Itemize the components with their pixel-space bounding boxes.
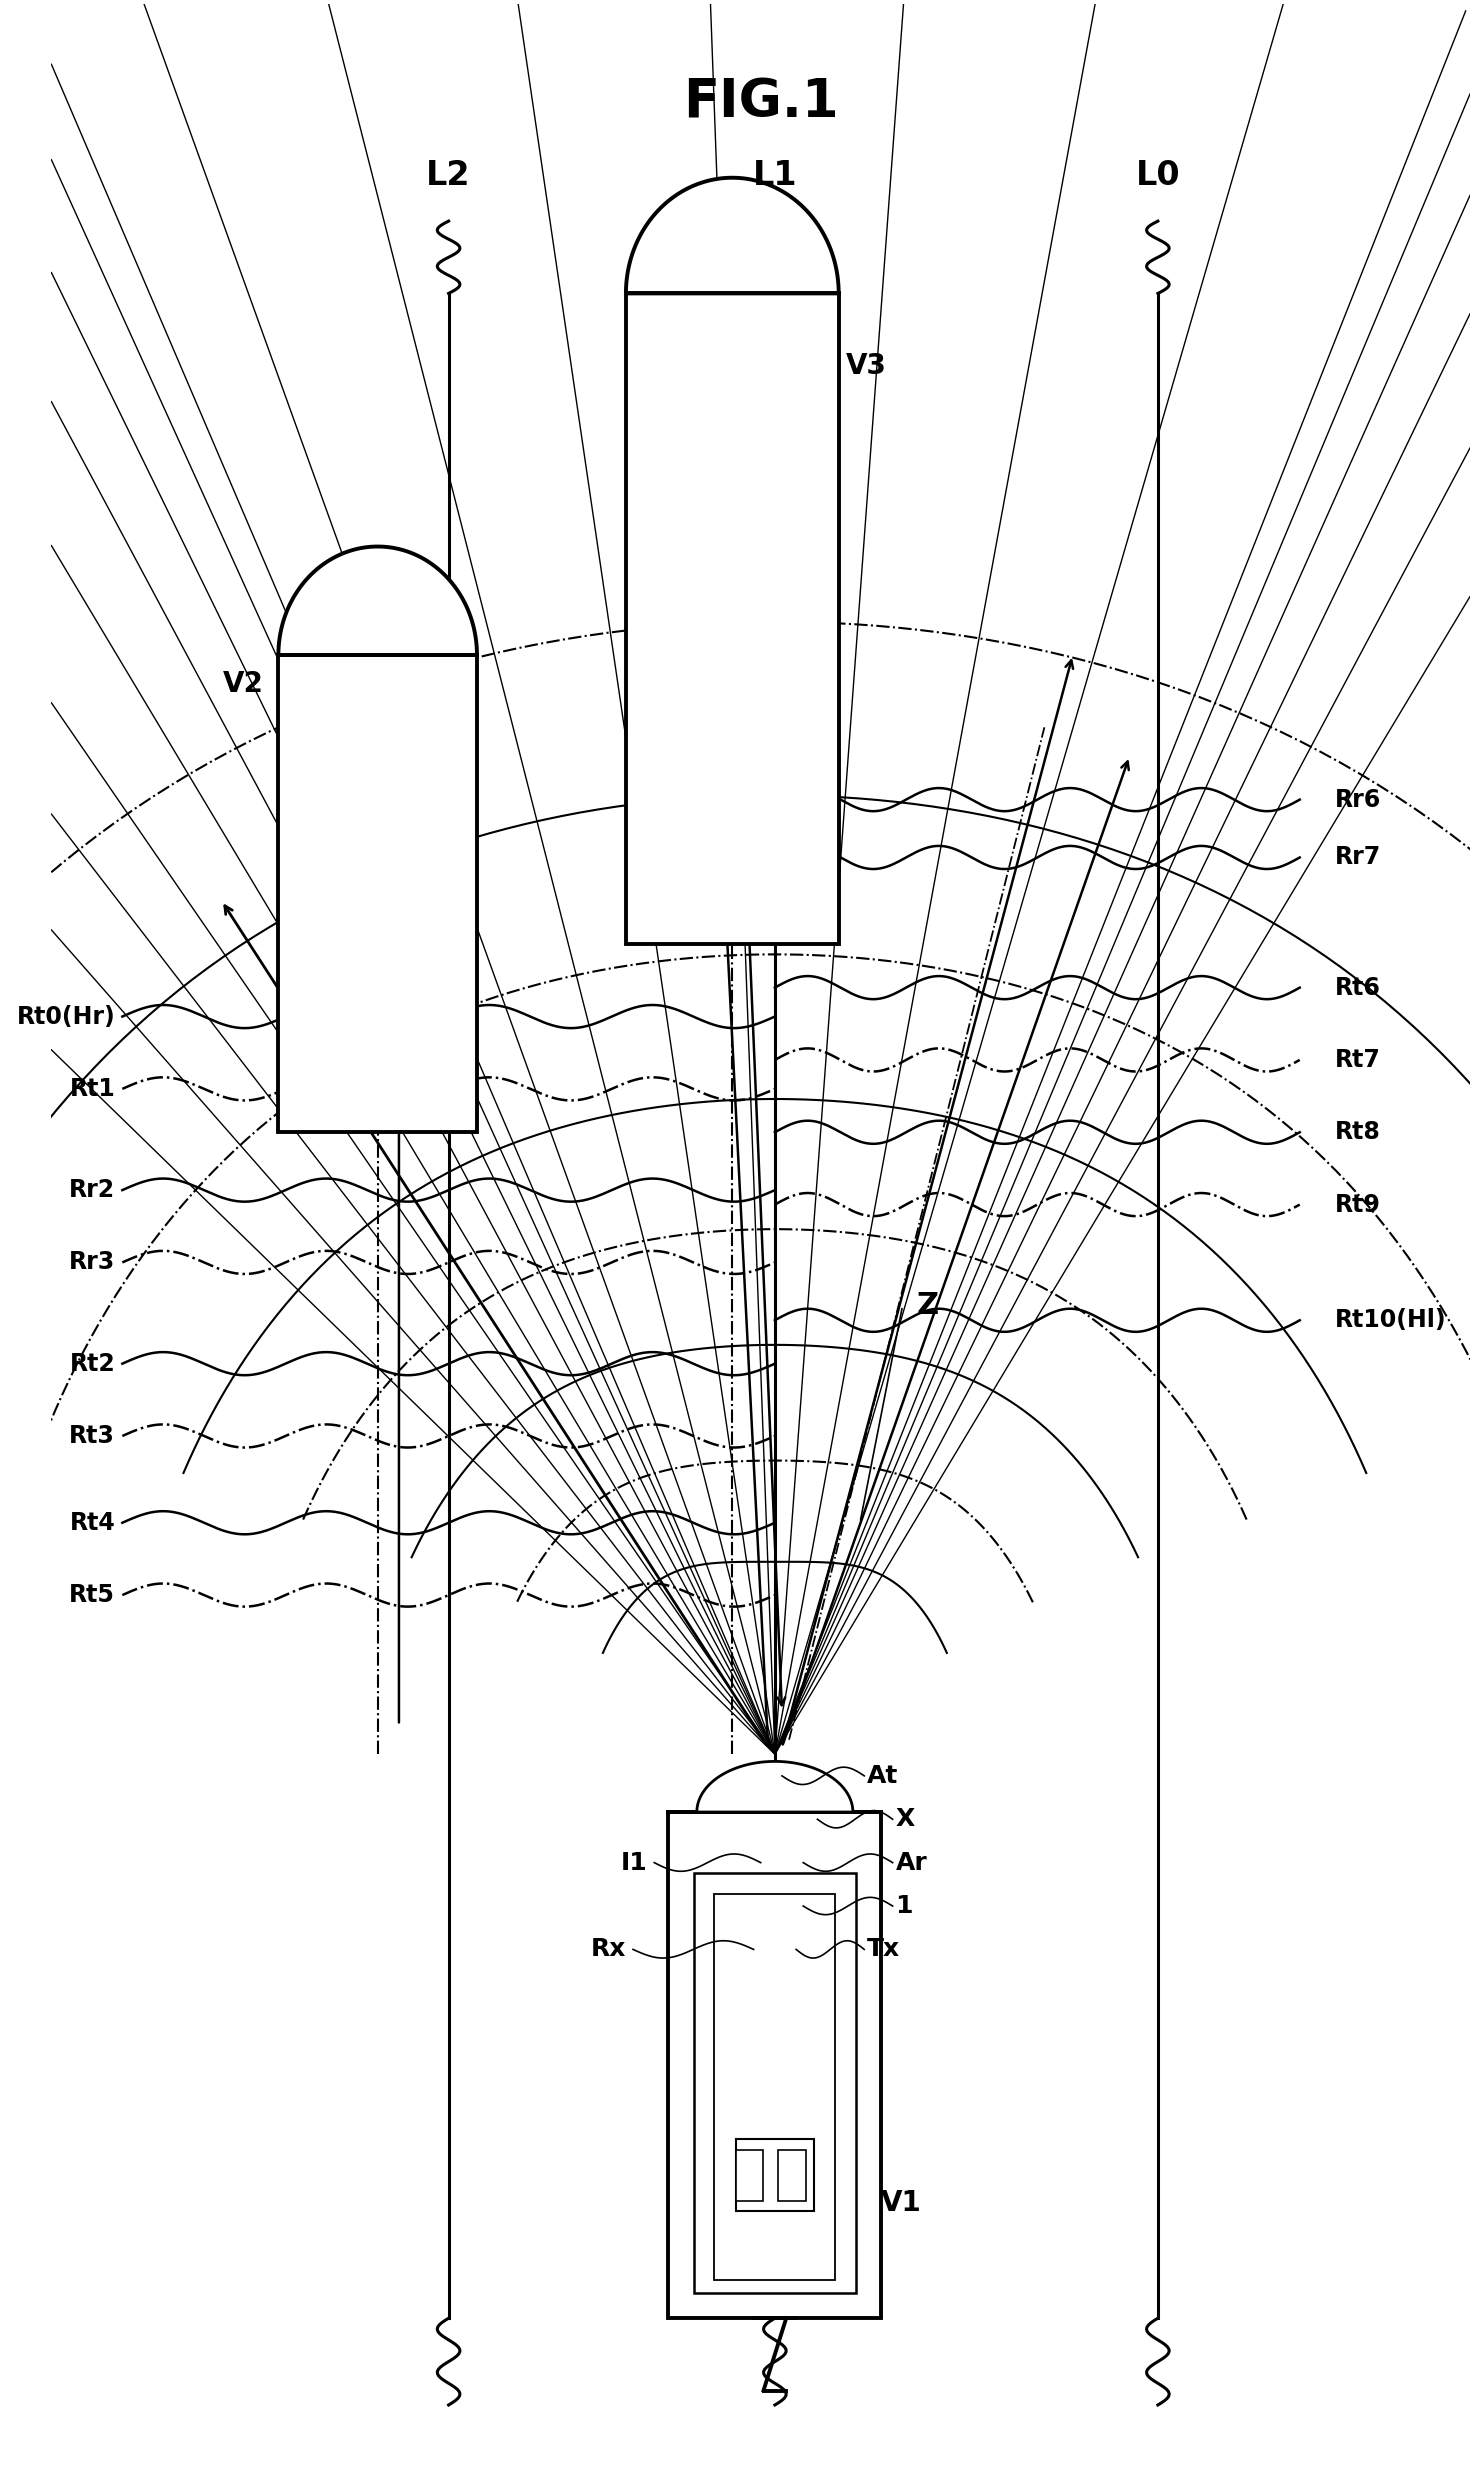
Text: Rt4: Rt4 [69,1510,115,1534]
Text: Rt2: Rt2 [69,1352,115,1377]
Polygon shape [626,178,839,294]
Text: Rt10(Hl): Rt10(Hl) [1335,1308,1447,1332]
Text: V3: V3 [846,353,886,380]
Polygon shape [736,2149,764,2201]
Text: Rt8: Rt8 [1335,1120,1381,1145]
Text: Rr3: Rr3 [69,1251,115,1275]
Text: Ar: Ar [895,1850,928,1875]
Polygon shape [736,2139,814,2210]
Text: Rt7: Rt7 [1335,1048,1381,1073]
Text: I1: I1 [620,1850,647,1875]
Text: Rt6: Rt6 [1335,974,1381,999]
Text: Rt5: Rt5 [69,1584,115,1606]
Text: Rr2: Rr2 [69,1179,115,1201]
Text: Rt1: Rt1 [69,1078,115,1100]
Text: V1: V1 [882,2188,922,2215]
Text: Rr6: Rr6 [1335,787,1381,812]
Polygon shape [697,1761,852,1811]
Text: X: X [895,1808,914,1831]
Text: V2: V2 [223,671,264,698]
Text: Rt9: Rt9 [1335,1192,1381,1216]
Text: Rt0(Hr): Rt0(Hr) [16,1004,115,1029]
Text: FIG.1: FIG.1 [682,76,839,128]
Text: Rr7: Rr7 [1335,846,1381,868]
Text: At: At [867,1764,898,1789]
Polygon shape [278,548,477,656]
Polygon shape [778,2149,805,2201]
Text: Tx: Tx [867,1937,899,1961]
Polygon shape [669,1811,882,2319]
Polygon shape [278,656,477,1132]
Polygon shape [626,294,839,945]
Text: L1: L1 [753,160,798,192]
Text: Rt3: Rt3 [69,1423,115,1448]
Text: Rx: Rx [591,1937,626,1961]
Polygon shape [715,1895,836,2280]
Text: L0: L0 [1136,160,1180,192]
Text: L2: L2 [427,160,471,192]
Polygon shape [694,1872,855,2292]
Text: Z: Z [917,1290,939,1320]
Text: 1: 1 [895,1895,913,1917]
